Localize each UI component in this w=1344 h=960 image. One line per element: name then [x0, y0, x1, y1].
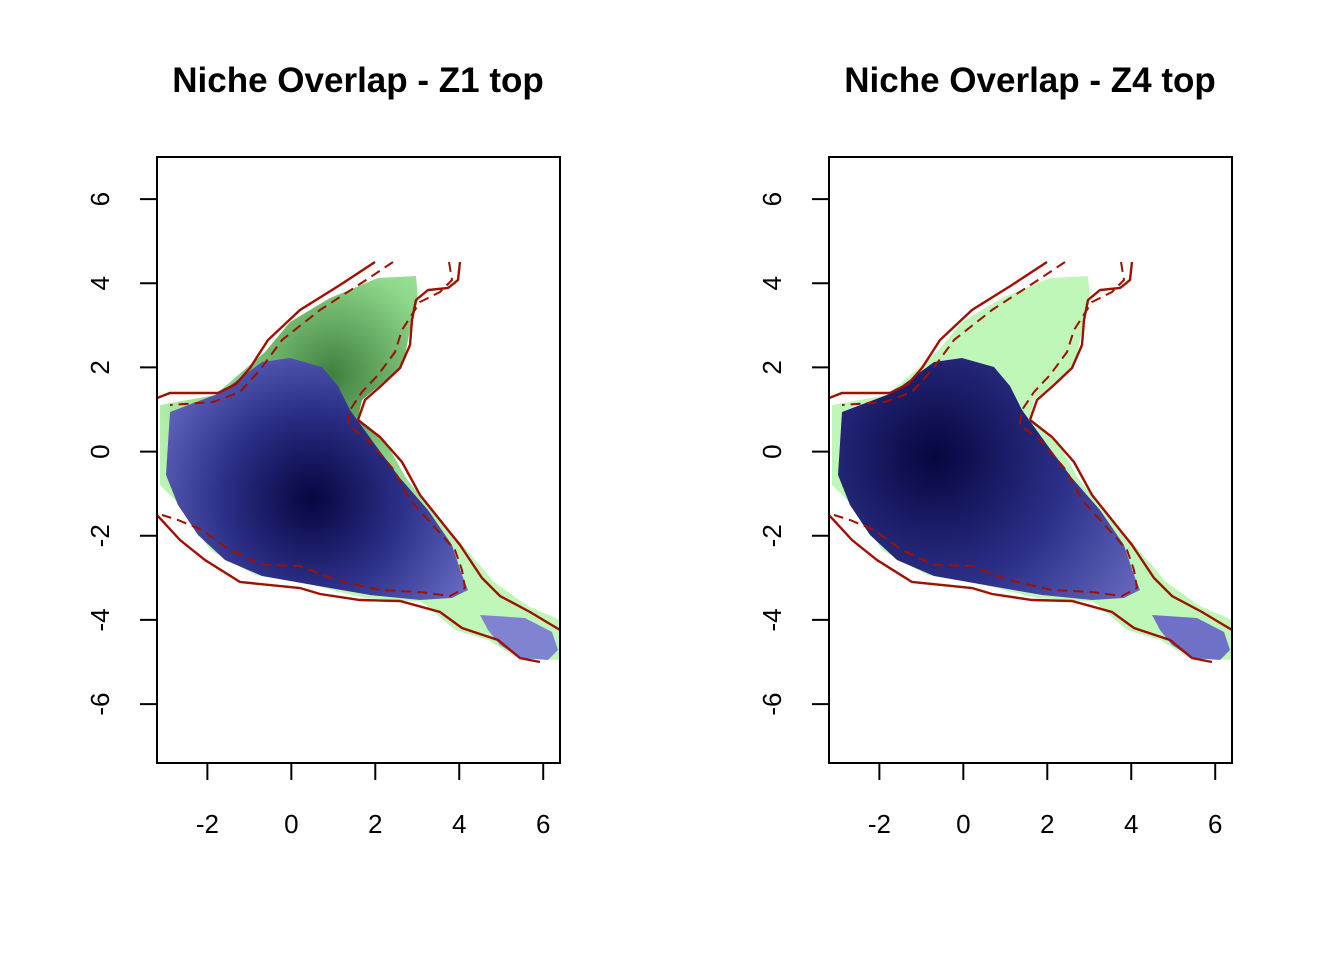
y-tick-label: 0 — [757, 444, 787, 458]
y-tick-label: 4 — [757, 276, 787, 290]
x-tick-label: 0 — [284, 809, 298, 839]
contour-z1-outer — [829, 260, 1048, 400]
contour-lower — [157, 514, 541, 664]
niche-z4-area — [838, 358, 1140, 600]
y-tick-label: 0 — [85, 444, 115, 458]
y-tick-label: 6 — [757, 192, 787, 206]
x-tick-label: 2 — [1040, 809, 1054, 839]
contour-dashed-right — [161, 261, 467, 598]
niche-z4-tail — [480, 615, 558, 660]
x-tick-label: 2 — [368, 809, 382, 839]
niche-z4-area — [166, 358, 468, 600]
y-tick-label: 6 — [85, 192, 115, 206]
y-tick-label: 4 — [85, 276, 115, 290]
chart-title: Niche Overlap - Z4 top — [844, 61, 1215, 100]
y-tick-label: -6 — [757, 693, 787, 716]
x-tick-label: 6 — [536, 809, 550, 839]
x-tick-label: 4 — [452, 809, 466, 839]
y-tick-label: -4 — [85, 608, 115, 631]
x-tick-label: 6 — [1208, 809, 1222, 839]
axis-ticks: -2 0 2 4 6 6 4 2 0 -2 -4 -6 — [757, 192, 1222, 839]
panel-z4-top: Niche Overlap - Z4 top -2 0 2 4 6 6 4 2 0 -2 -4 -6 — [757, 61, 1233, 839]
y-tick-label: -2 — [85, 524, 115, 547]
contour-lower — [829, 514, 1213, 664]
x-tick-label: -2 — [196, 809, 219, 839]
contour-right — [357, 419, 560, 632]
contour-dashed-top — [841, 261, 1066, 406]
x-tick-label: -2 — [868, 809, 891, 839]
contour-right — [1029, 419, 1232, 632]
niche-z4-tail — [1152, 615, 1230, 660]
axis-ticks: -2 0 2 4 6 6 4 2 0 -2 -4 -6 — [85, 192, 550, 839]
contour-z1-outer — [157, 260, 376, 400]
contour-dashed-right — [833, 261, 1139, 598]
plot-region — [157, 157, 560, 763]
y-tick-label: -2 — [757, 524, 787, 547]
y-tick-label: 2 — [85, 360, 115, 374]
y-tick-label: 2 — [757, 360, 787, 374]
panel-z1-top: Niche Overlap - Z1 top -2 0 2 4 6 6 4 2 0 -2 -4 -6 — [85, 61, 561, 839]
plot-region — [829, 157, 1232, 763]
y-tick-label: -6 — [85, 693, 115, 716]
chart-title: Niche Overlap - Z1 top — [172, 61, 543, 100]
contour-z1-inner — [356, 261, 462, 421]
x-tick-label: 4 — [1124, 809, 1138, 839]
contour-dashed-top — [169, 261, 394, 406]
contour-z1-inner — [1028, 261, 1134, 421]
y-tick-label: -4 — [757, 608, 787, 631]
x-tick-label: 0 — [956, 809, 970, 839]
